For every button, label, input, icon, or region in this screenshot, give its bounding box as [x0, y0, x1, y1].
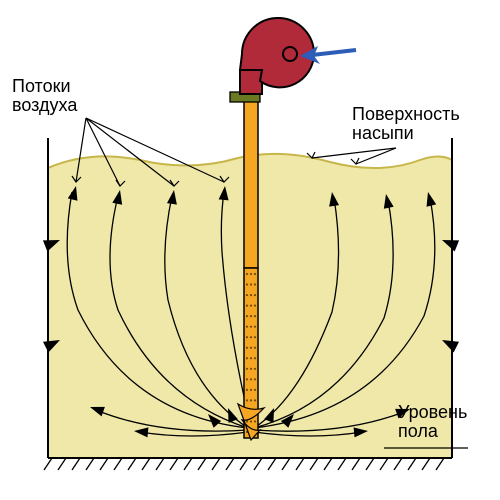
pipe-solid	[244, 98, 258, 268]
label-airflow: Потокивоздуха	[12, 76, 78, 115]
aeration-diagram: ПотокивоздухаПоверхностьнасыпиУровеньпол…	[0, 0, 500, 500]
